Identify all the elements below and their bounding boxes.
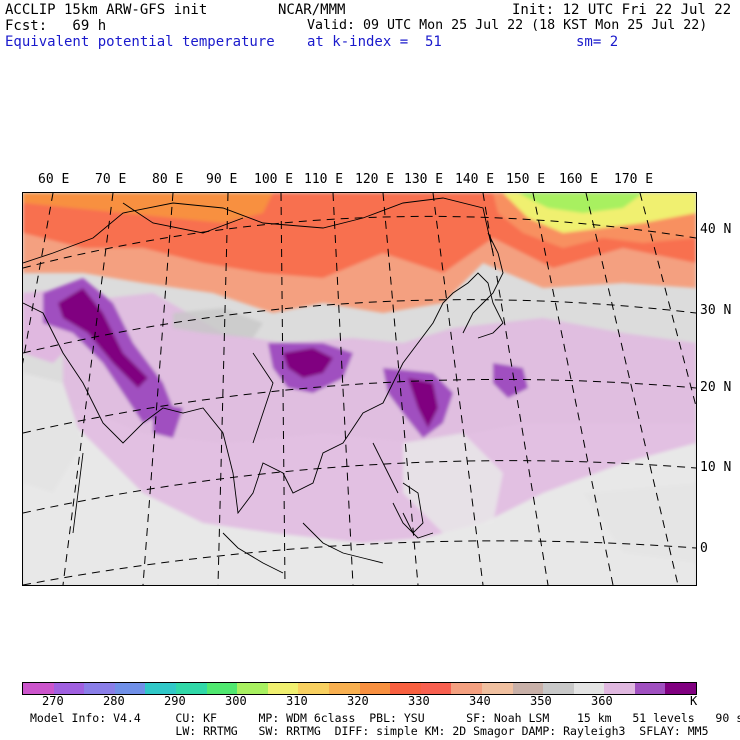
valid-time: Valid: 09 UTC Mon 25 Jul 22 (18 KST Mon … <box>307 18 708 33</box>
color-bar-swatch-4 <box>145 683 176 694</box>
color-bar-swatch-8 <box>267 683 299 694</box>
model-info-line2: LW: RRTMG SW: RRTMG DIFF: simple KM: 2D … <box>30 724 709 738</box>
cbar-tick-300: 300 <box>225 694 247 708</box>
lon-label-160e: 160 E <box>559 172 599 187</box>
lon-label-80e: 80 E <box>152 172 184 187</box>
color-bar-swatch-15 <box>481 683 513 694</box>
color-bar <box>22 682 697 695</box>
color-bar-swatch-7 <box>237 683 268 694</box>
lat-label-0: 0 <box>700 541 708 556</box>
cbar-tick-350: 350 <box>530 694 552 708</box>
cbar-tick-310: 310 <box>286 694 308 708</box>
cbar-tick-360: 360 <box>591 694 613 708</box>
color-bar-swatch-1 <box>53 683 85 694</box>
lat-label-10n: 10 N <box>700 460 732 475</box>
lon-label-110e: 110 E <box>304 172 344 187</box>
lon-label-70e: 70 E <box>95 172 127 187</box>
k-index-label: at k-index = 51 <box>307 34 442 50</box>
lon-label-120e: 120 E <box>355 172 395 187</box>
model-info-line1: Model Info: V4.4 CU: KF MP: WDM 6class P… <box>30 711 740 725</box>
cbar-tick-340: 340 <box>469 694 491 708</box>
cbar-tick-320: 320 <box>347 694 369 708</box>
color-bar-swatch-20 <box>634 683 666 694</box>
lat-label-30n: 30 N <box>700 303 732 318</box>
lon-label-90e: 90 E <box>206 172 238 187</box>
lat-label-20n: 20 N <box>700 380 732 395</box>
forecast-hour: Fcst: 69 h <box>5 18 107 34</box>
color-bar-swatch-0 <box>23 683 54 694</box>
color-bar-swatch-5 <box>175 683 207 694</box>
cbar-unit: K <box>690 694 698 708</box>
color-bar-swatch-11 <box>359 683 391 694</box>
lon-label-170e: 170 E <box>614 172 654 187</box>
lon-label-140e: 140 E <box>455 172 495 187</box>
lon-label-60e: 60 E <box>38 172 70 187</box>
color-bar-swatch-17 <box>543 683 574 694</box>
color-bar-swatch-16 <box>512 683 544 694</box>
lon-label-150e: 150 E <box>506 172 546 187</box>
color-bar-swatch-6 <box>206 683 238 694</box>
color-bar-swatch-13 <box>420 683 452 694</box>
lon-label-130e: 130 E <box>404 172 444 187</box>
field-name: Equivalent potential temperature <box>5 34 275 50</box>
color-bar-swatch-18 <box>573 683 605 694</box>
cbar-tick-290: 290 <box>164 694 186 708</box>
lon-label-100e: 100 E <box>254 172 294 187</box>
color-bar-swatch-9 <box>298 683 329 694</box>
color-bar-swatch-14 <box>451 683 482 694</box>
color-bar-swatch-3 <box>114 683 146 694</box>
color-bar-swatch-10 <box>328 683 360 694</box>
color-bar-swatch-2 <box>84 683 115 694</box>
org-label: NCAR/MMM <box>278 2 346 18</box>
model-title: ACCLIP 15km ARW-GFS init <box>5 2 208 18</box>
color-bar-swatch-19 <box>604 683 635 694</box>
cbar-tick-330: 330 <box>408 694 430 708</box>
color-bar-swatch-21 <box>665 683 697 694</box>
map-panel <box>22 192 697 586</box>
init-time: Init: 12 UTC Fri 22 Jul 22 <box>512 2 732 18</box>
color-bar-swatch-12 <box>390 683 421 694</box>
theta-e-field <box>23 193 696 585</box>
lat-label-40n: 40 N <box>700 222 732 237</box>
cbar-tick-280: 280 <box>103 694 125 708</box>
smoothing-label: sm= 2 <box>576 34 619 50</box>
cbar-tick-270: 270 <box>42 694 64 708</box>
